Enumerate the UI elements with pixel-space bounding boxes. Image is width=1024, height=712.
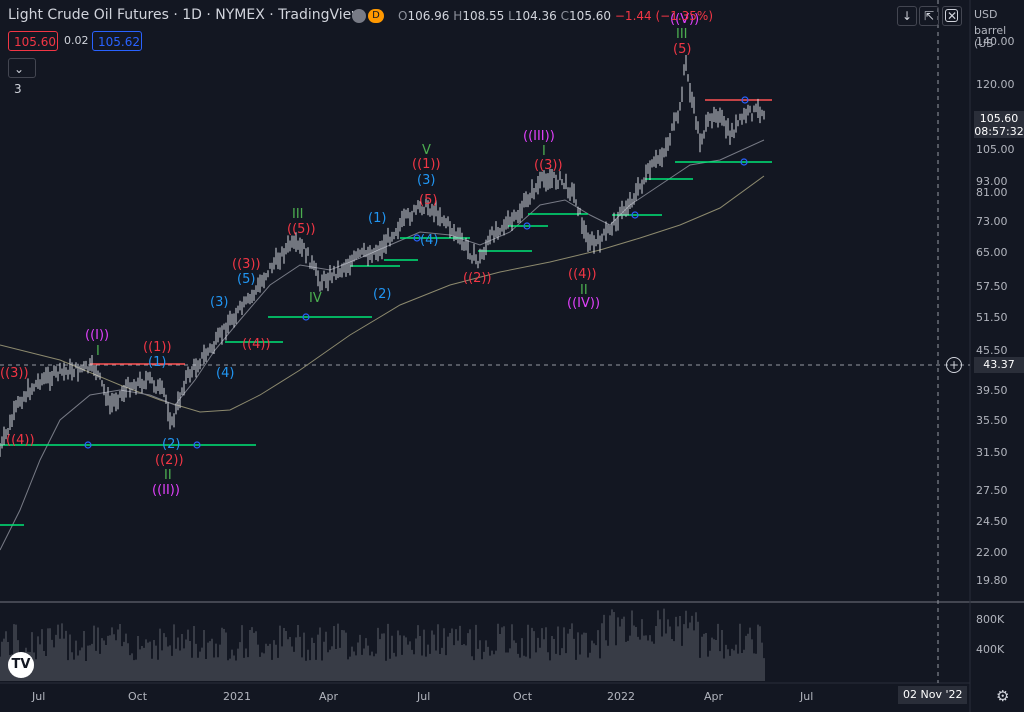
price-tick: 140.00: [976, 35, 1015, 48]
price-tick: 39.50: [976, 384, 1008, 397]
indicators-toggle-button[interactable]: ⌄ 3: [8, 58, 36, 96]
maximize-button[interactable]: ⇱: [919, 6, 939, 26]
volume-tick: 800K: [976, 613, 1005, 626]
wave-label: ((I)): [85, 328, 110, 343]
time-tick: 2022: [607, 690, 635, 703]
price-tick: 27.50: [976, 484, 1008, 497]
market-status-badge[interactable]: D: [368, 9, 384, 23]
pivot-marker: [193, 441, 201, 449]
wave-label: ((5)): [287, 222, 316, 237]
volume-bars: [0, 608, 765, 681]
scroll-down-button[interactable]: ↓: [897, 6, 917, 26]
price-tick: 24.50: [976, 515, 1008, 528]
wave-label: ((3)): [232, 257, 261, 272]
price-tick: 31.50: [976, 446, 1008, 459]
wave-label: ((4)): [568, 267, 597, 282]
price-tick: 51.50: [976, 311, 1008, 324]
price-tick: 105.00: [976, 143, 1015, 156]
wave-label: (4): [216, 366, 235, 381]
status-dot-icon: [352, 9, 366, 23]
wave-label: ((II)): [152, 483, 180, 498]
axis-unit: barrel (US: [974, 24, 1007, 50]
arrow-down-icon: ↓: [901, 9, 913, 23]
wave-label: (5): [673, 42, 692, 57]
wave-label: (2): [373, 287, 392, 302]
price-tick: 35.50: [976, 414, 1008, 427]
close-icon: ✕: [946, 9, 958, 23]
time-tick: Jul: [32, 690, 46, 703]
price-tick: 22.00: [976, 546, 1008, 559]
price-tick: 73.00: [976, 215, 1008, 228]
ohlc-readout: O106.96 H108.55 L104.36 C105.60 −1.44 (−…: [398, 9, 714, 23]
time-tick: Jul: [800, 690, 814, 703]
fullscreen-icon[interactable]: [945, 9, 958, 22]
wave-label: V: [422, 143, 431, 158]
time-tick: Oct: [513, 690, 533, 703]
last-price-box: 105.60 08:57:32: [974, 111, 1024, 138]
time-tick: Apr: [704, 690, 724, 703]
price-tick: 65.00: [976, 246, 1008, 259]
crosshair-date-label: 02 Nov '22: [898, 686, 968, 704]
wave-label: IV: [309, 291, 322, 306]
price-tick: 57.50: [976, 280, 1008, 293]
time-tick: Jul: [417, 690, 431, 703]
wave-label: III: [292, 207, 304, 222]
crosshair-price-label: 43.37: [974, 357, 1024, 373]
pivot-marker: [740, 158, 748, 166]
time-tick: Oct: [128, 690, 148, 703]
price-tick: 19.80: [976, 574, 1008, 587]
pivot-marker: [302, 313, 310, 321]
wave-label: ((2)): [155, 453, 184, 468]
pivot-markers: [84, 96, 749, 449]
pivot-marker: [741, 96, 749, 104]
chevron-down-icon: ⌄: [14, 62, 25, 76]
wave-label: I: [96, 344, 100, 359]
wave-label: ((1)): [143, 340, 172, 355]
wave-label: ((IV)): [567, 296, 601, 311]
ma-fast-line: [0, 139, 765, 551]
sell-button[interactable]: 105.60: [8, 31, 58, 51]
moving-averages: [0, 139, 765, 551]
volume-tick: 400K: [976, 643, 1005, 656]
wave-label: (1): [148, 355, 167, 370]
wave-label: ((III)): [523, 129, 555, 144]
symbol-title[interactable]: Light Crude Oil Futures · 1D · NYMEX · T…: [8, 7, 363, 23]
expand-icon: ⇱: [923, 9, 935, 23]
wave-label: II: [164, 468, 172, 483]
settings-gear-icon[interactable]: ⚙: [996, 687, 1010, 705]
buy-button[interactable]: 105.62: [92, 31, 142, 51]
plus-icon: +: [948, 358, 960, 372]
pivot-marker: [523, 222, 531, 230]
spread-value: 0.02: [64, 34, 89, 47]
axis-currency: USD: [974, 8, 998, 21]
price-tick: 45.50: [976, 344, 1008, 357]
pivot-marker: [413, 234, 421, 242]
ma-slow-line: [0, 175, 765, 413]
time-tick: Apr: [319, 690, 339, 703]
pivot-marker: [84, 441, 92, 449]
wave-label: ((V)): [670, 12, 700, 27]
price-bars: [0, 54, 765, 457]
add-alert-button[interactable]: +: [946, 357, 962, 373]
close-button[interactable]: ✕: [942, 6, 962, 26]
wave-label: (5): [237, 272, 256, 287]
time-tick: 2021: [223, 690, 251, 703]
wave-label: (3): [210, 295, 229, 310]
price-tick: 81.00: [976, 186, 1008, 199]
pivot-marker: [631, 211, 639, 219]
tradingview-logo[interactable]: TV: [8, 652, 34, 678]
price-tick: 120.00: [976, 78, 1015, 91]
price-tick: 93.00: [976, 175, 1008, 188]
